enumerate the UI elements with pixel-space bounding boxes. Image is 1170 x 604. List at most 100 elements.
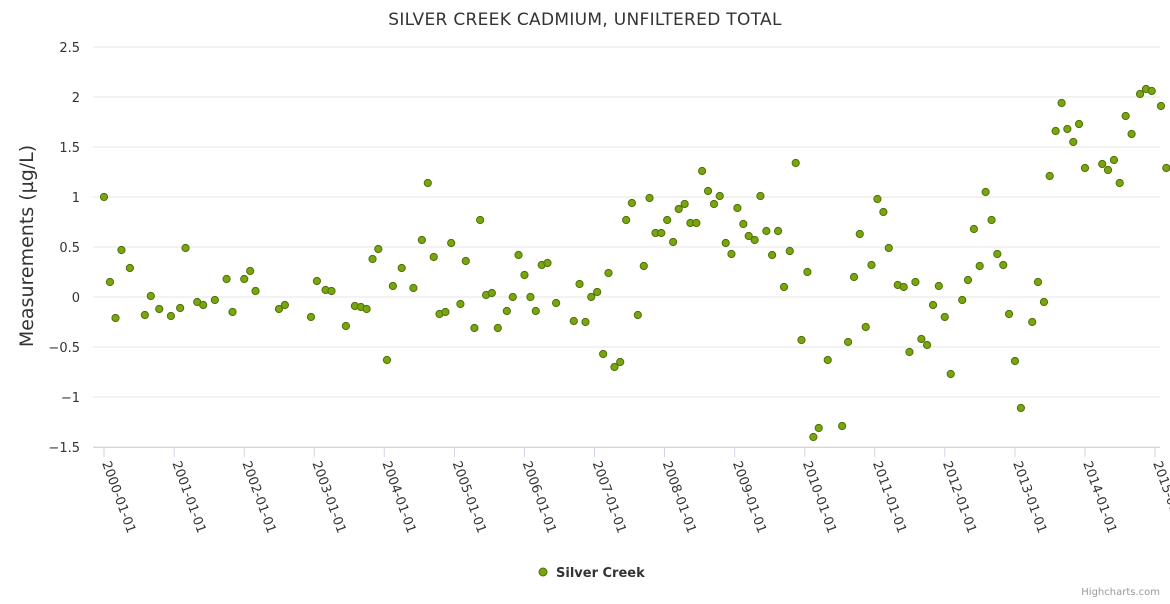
data-point[interactable] [680,199,689,209]
data-point[interactable] [476,215,485,225]
data-point[interactable] [791,158,800,168]
data-point[interactable] [785,246,794,256]
data-point[interactable] [382,355,392,365]
data-point[interactable] [99,192,109,202]
data-point[interactable] [779,282,789,292]
data-point[interactable] [645,193,654,203]
data-point[interactable] [1135,89,1145,99]
data-point[interactable] [616,357,625,367]
data-point[interactable] [809,432,818,442]
data-point[interactable] [543,258,552,268]
data-point[interactable] [867,260,876,270]
data-point[interactable] [429,252,438,262]
data-point[interactable] [199,300,208,310]
data-point[interactable] [1051,126,1060,136]
data-point[interactable] [1016,403,1026,413]
data-point[interactable] [569,316,578,326]
data-point[interactable] [105,277,115,287]
data-point[interactable] [797,335,806,345]
data-point[interactable] [1147,86,1156,96]
data-point[interactable] [733,203,742,213]
data-point[interactable] [362,304,371,314]
data-point[interactable] [940,312,949,322]
data-point[interactable] [599,349,608,359]
data-point[interactable] [669,237,678,247]
data-point[interactable] [703,186,713,196]
data-point[interactable] [663,215,672,225]
data-point[interactable] [879,207,888,217]
data-point[interactable] [246,266,255,276]
data-point[interactable] [1069,137,1078,147]
data-point[interactable] [1004,309,1014,319]
data-point[interactable] [768,250,777,260]
data-point[interactable] [627,198,636,208]
data-point[interactable] [709,199,719,209]
data-point[interactable] [987,215,996,225]
data-point[interactable] [176,303,185,313]
data-point[interactable] [739,219,748,229]
data-point[interactable] [762,226,771,236]
data-point[interactable] [622,215,631,225]
data-point[interactable] [814,423,823,433]
data-point[interactable] [999,260,1008,270]
data-point[interactable] [803,267,812,277]
data-point[interactable] [441,307,450,317]
data-point[interactable] [1156,101,1166,111]
data-point[interactable] [581,317,590,327]
data-point[interactable] [1080,163,1090,173]
data-point[interactable] [1010,356,1020,366]
data-point[interactable] [1127,129,1136,139]
data-point[interactable] [934,281,943,291]
data-point[interactable] [587,292,596,302]
data-point[interactable] [493,323,502,333]
data-point[interactable] [374,244,383,254]
data-point[interactable] [502,306,511,316]
data-point[interactable] [146,291,155,301]
data-point[interactable] [1098,159,1107,169]
data-point[interactable] [1039,297,1049,307]
data-point[interactable] [633,310,642,320]
data-point[interactable] [855,229,864,239]
data-point[interactable] [1057,98,1066,108]
data-point[interactable] [368,254,377,264]
data-point[interactable] [312,276,322,286]
data-point[interactable] [117,245,126,255]
data-point[interactable] [274,304,284,314]
data-point[interactable] [423,178,432,188]
data-point[interactable] [593,287,602,297]
data-point[interactable] [1033,277,1043,287]
data-point[interactable] [744,231,753,241]
data-point[interactable] [981,187,990,197]
data-point[interactable] [610,362,619,372]
data-point[interactable] [341,321,350,331]
data-point[interactable] [692,218,701,228]
credits-link[interactable]: Highcharts.com [1081,587,1160,598]
data-point[interactable] [727,249,736,259]
data-point[interactable] [210,295,219,305]
data-point[interactable] [166,311,176,321]
data-point[interactable] [721,238,730,248]
data-point[interactable] [125,263,134,273]
data-point[interactable] [140,310,149,320]
data-point[interactable] [111,313,120,323]
data-point[interactable] [838,421,847,431]
data-point[interactable] [849,272,859,282]
data-point[interactable] [456,299,465,309]
data-point[interactable] [756,191,765,201]
data-point[interactable] [773,226,783,236]
data-point[interactable] [181,243,190,253]
data-point[interactable] [409,283,418,293]
data-point[interactable] [1045,171,1054,181]
data-point[interactable] [417,235,426,245]
data-point[interactable] [280,300,289,310]
data-point[interactable] [958,295,967,305]
data-point[interactable] [470,323,479,333]
data-point[interactable] [461,256,470,266]
data-point[interactable] [750,235,759,245]
data-point[interactable] [514,250,523,260]
data-point[interactable] [674,204,683,214]
data-point[interactable] [698,166,707,176]
data-point[interactable] [604,268,613,278]
data-point[interactable] [222,274,231,284]
data-point[interactable] [1103,165,1113,175]
